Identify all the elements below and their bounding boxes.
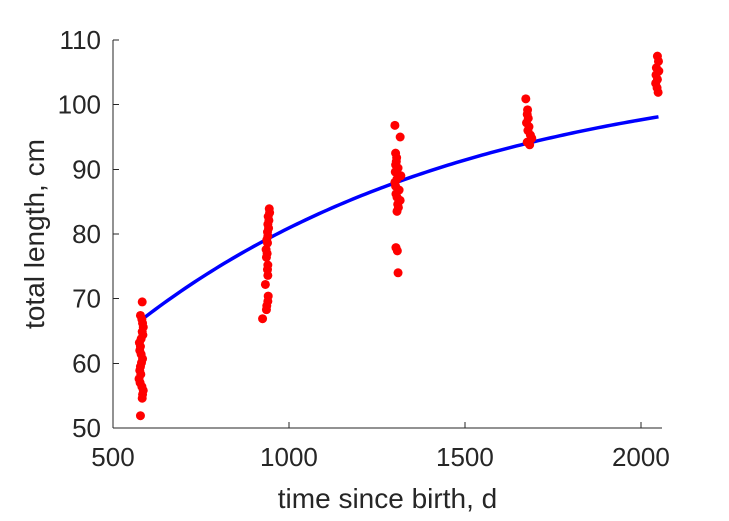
- data-point: [392, 206, 402, 216]
- data-point: [521, 94, 531, 104]
- data-point: [261, 252, 271, 262]
- y-tick-label: 110: [60, 25, 101, 55]
- data-point: [392, 246, 402, 256]
- x-tick-label: 500: [91, 442, 134, 472]
- x-tick-label: 1000: [260, 442, 318, 472]
- x-tick-label: 2000: [612, 442, 670, 472]
- y-axis-label: total length, cm: [19, 139, 50, 329]
- x-axis-label: time since birth, d: [278, 483, 497, 514]
- data-point: [135, 411, 145, 421]
- y-tick-label: 70: [72, 284, 101, 314]
- fit-curve: [141, 115, 659, 321]
- y-tick-label: 80: [72, 219, 101, 249]
- y-tick-label: 90: [72, 154, 101, 184]
- y-tick-label: 60: [72, 348, 101, 378]
- x-tick-label: 1500: [436, 442, 494, 472]
- data-point: [263, 270, 273, 280]
- data-point: [525, 140, 535, 150]
- data-point: [260, 279, 270, 289]
- y-tick-label: 100: [58, 90, 101, 120]
- data-point: [653, 87, 663, 97]
- y-tick-label: 50: [72, 413, 101, 443]
- data-point: [137, 393, 147, 403]
- data-point: [261, 305, 271, 315]
- data-point: [395, 132, 405, 142]
- data-point: [390, 120, 400, 130]
- data-point: [393, 268, 403, 278]
- data-point: [137, 297, 147, 307]
- data-point: [258, 314, 268, 324]
